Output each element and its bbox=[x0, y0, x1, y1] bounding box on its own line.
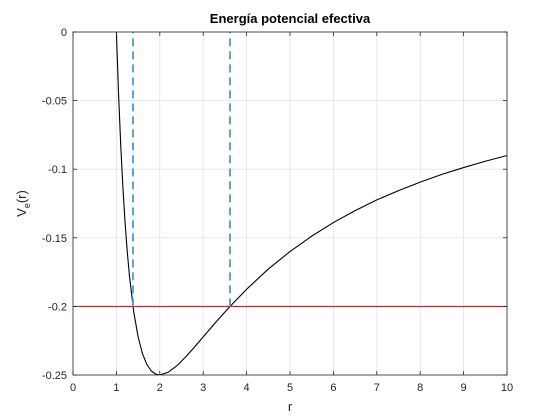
chart-title: Energía potencial efectiva bbox=[210, 11, 371, 26]
x-tick-label: 2 bbox=[157, 382, 163, 394]
y-tick-label: -0.05 bbox=[42, 96, 67, 108]
x-tick-label: 3 bbox=[200, 382, 206, 394]
x-tick-label: 1 bbox=[113, 382, 119, 394]
x-tick-label: 10 bbox=[501, 382, 513, 394]
y-tick-label: 0 bbox=[61, 27, 67, 39]
y-axis-label: Ve(r) bbox=[14, 190, 32, 217]
x-tick-label: 8 bbox=[417, 382, 423, 394]
series-line-1 bbox=[115, 32, 507, 375]
y-tick-label: -0.2 bbox=[48, 301, 67, 313]
y-tick-label: -0.25 bbox=[42, 370, 67, 382]
x-tick-label: 7 bbox=[374, 382, 380, 394]
y-axis-label-main: V bbox=[14, 208, 29, 217]
x-tick-label: 4 bbox=[244, 382, 250, 394]
x-axis-label: r bbox=[288, 399, 293, 414]
x-tick-label: 9 bbox=[461, 382, 467, 394]
y-axis-label-suffix: (r) bbox=[14, 190, 29, 203]
y-tick-label: -0.1 bbox=[48, 164, 67, 176]
x-tick-label: 5 bbox=[287, 382, 293, 394]
x-tick-label: 0 bbox=[70, 382, 76, 394]
y-axis-label-subscript: e bbox=[22, 203, 32, 208]
series-group bbox=[73, 32, 507, 375]
x-tick-label: 6 bbox=[330, 382, 336, 394]
y-tick-label: -0.15 bbox=[42, 233, 67, 245]
ticks: 0 1 2 3 4 5 6 7 8 9 10 0 -0.05 -0.1 -0.15 -0.2 -0.25 bbox=[42, 27, 513, 394]
